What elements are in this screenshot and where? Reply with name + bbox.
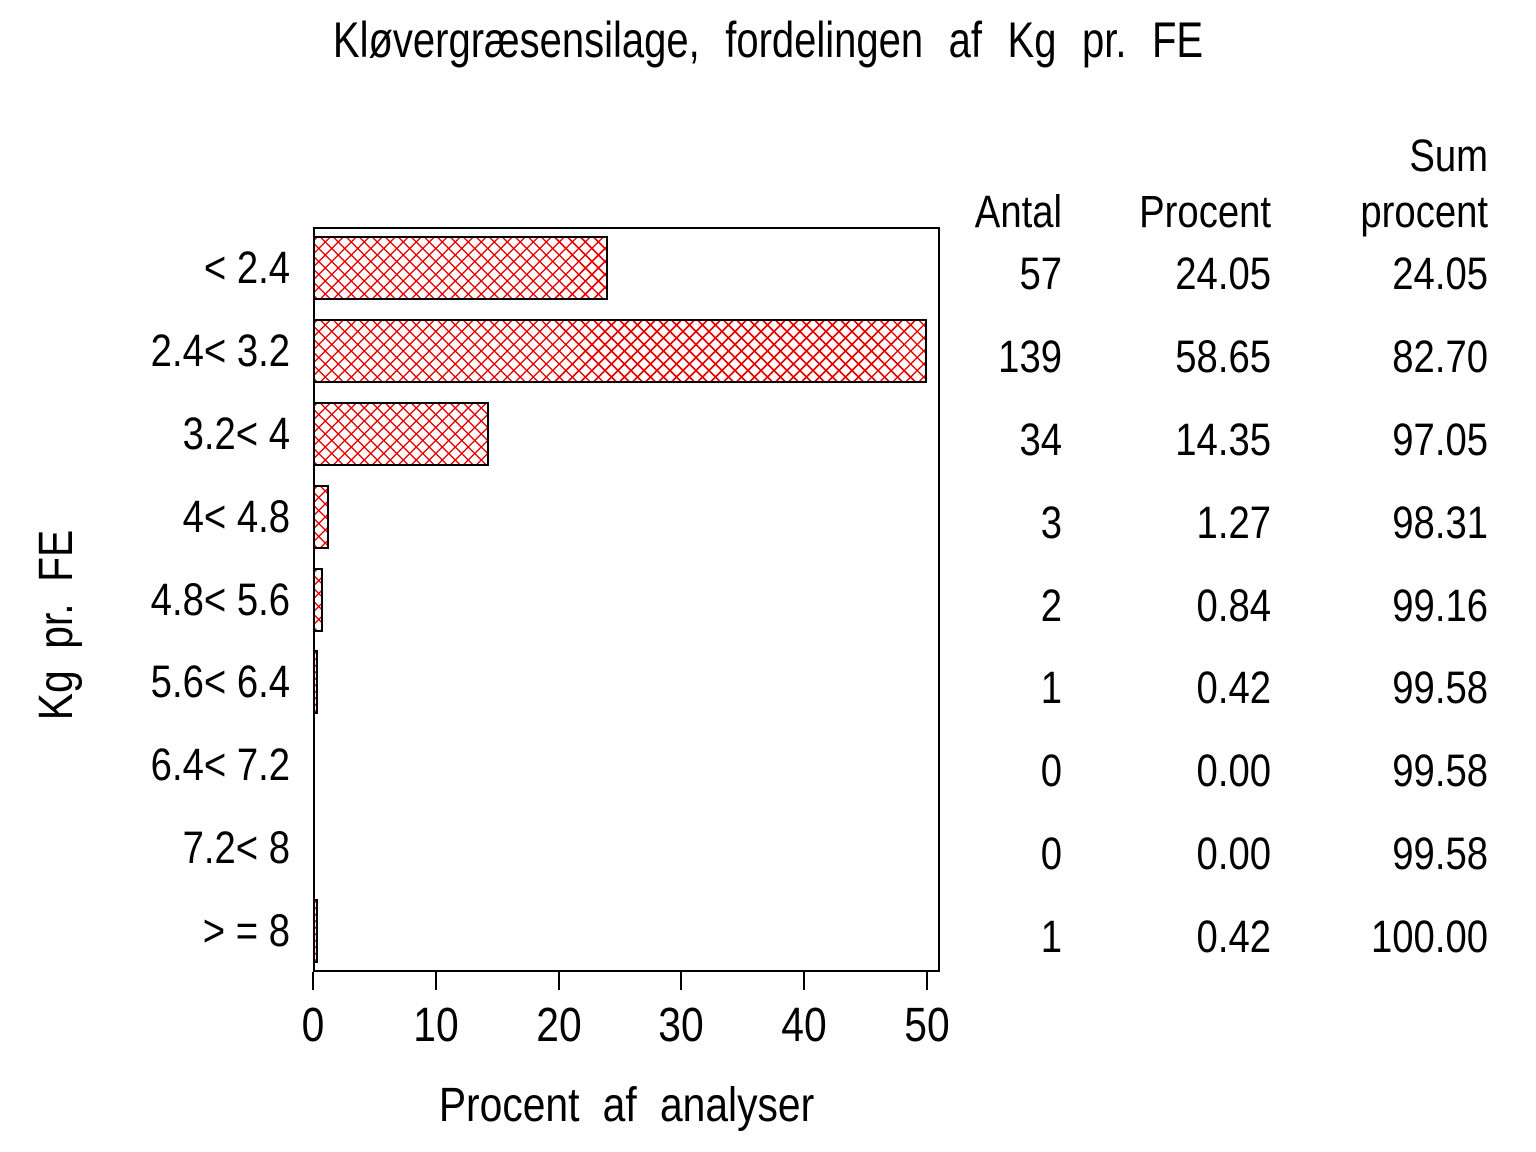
category-label-2: 2.4< 3.2 bbox=[150, 325, 290, 376]
table-cell-sum-row3: 97.05 bbox=[1392, 414, 1488, 465]
category-label-5: 4.8< 5.6 bbox=[150, 574, 290, 625]
bar-2 bbox=[313, 319, 927, 383]
category-label-8: 7.2< 8 bbox=[182, 822, 290, 873]
x-tick-mark-10 bbox=[435, 972, 437, 990]
category-label-6: 5.6< 6.4 bbox=[150, 656, 290, 707]
table-header-procent: Procent bbox=[1139, 186, 1271, 237]
x-tick-mark-20 bbox=[558, 972, 560, 990]
table-cell-procent-row8: 0.00 bbox=[1196, 828, 1271, 879]
bar-5 bbox=[313, 568, 323, 632]
table-cell-sum-row9: 100.00 bbox=[1371, 911, 1488, 962]
category-label-9: > = 8 bbox=[202, 905, 290, 956]
category-label-4: 4< 4.8 bbox=[182, 491, 290, 542]
table-cell-procent-row1: 24.05 bbox=[1175, 248, 1271, 299]
chart-title: Kløvergræsensilage, fordelingen af Kg pr… bbox=[332, 12, 1204, 68]
bar-6 bbox=[313, 650, 318, 714]
table-cell-antal-row3: 34 bbox=[1019, 414, 1062, 465]
category-label-3: 3.2< 4 bbox=[182, 408, 290, 459]
category-label-7: 6.4< 7.2 bbox=[150, 739, 290, 790]
x-tick-label-40: 40 bbox=[781, 999, 827, 1052]
table-cell-antal-row8: 0 bbox=[1040, 828, 1062, 879]
table-cell-procent-row2: 58.65 bbox=[1175, 331, 1271, 382]
table-cell-sum-row1: 24.05 bbox=[1392, 248, 1488, 299]
bar-3 bbox=[313, 402, 489, 466]
x-tick-mark-50 bbox=[926, 972, 928, 990]
table-cell-procent-row7: 0.00 bbox=[1196, 745, 1271, 796]
table-cell-sum-row8: 99.58 bbox=[1392, 828, 1488, 879]
table-cell-antal-row7: 0 bbox=[1040, 745, 1062, 796]
category-label-1: < 2.4 bbox=[203, 242, 290, 293]
bar-9 bbox=[313, 899, 318, 963]
table-cell-antal-row5: 2 bbox=[1040, 580, 1062, 631]
table-header-antal: Antal bbox=[974, 186, 1062, 237]
table-cell-sum-row5: 99.16 bbox=[1392, 580, 1488, 631]
table-header-sum-line2: procent bbox=[1360, 186, 1488, 237]
table-cell-procent-row3: 14.35 bbox=[1175, 414, 1271, 465]
table-cell-antal-row1: 57 bbox=[1019, 248, 1062, 299]
table-cell-procent-row5: 0.84 bbox=[1196, 580, 1271, 631]
table-cell-antal-row9: 1 bbox=[1040, 911, 1062, 962]
table-cell-sum-row2: 82.70 bbox=[1392, 331, 1488, 382]
bar-1 bbox=[313, 236, 608, 300]
table-header-sum-line1: Sum bbox=[1409, 130, 1488, 181]
x-tick-label-10: 10 bbox=[413, 999, 459, 1052]
table-cell-sum-row7: 99.58 bbox=[1392, 745, 1488, 796]
bar-4 bbox=[313, 485, 329, 549]
x-tick-label-50: 50 bbox=[904, 999, 950, 1052]
table-cell-procent-row4: 1.27 bbox=[1196, 497, 1271, 548]
table-cell-antal-row6: 1 bbox=[1040, 662, 1062, 713]
x-tick-mark-40 bbox=[803, 972, 805, 990]
table-cell-antal-row4: 3 bbox=[1040, 497, 1062, 548]
x-tick-label-20: 20 bbox=[536, 999, 582, 1052]
table-cell-sum-row6: 99.58 bbox=[1392, 662, 1488, 713]
table-cell-antal-row2: 139 bbox=[998, 331, 1062, 382]
x-tick-label-30: 30 bbox=[658, 999, 704, 1052]
x-axis-title: Procent af analyser bbox=[438, 1079, 815, 1132]
x-tick-label-0: 0 bbox=[301, 999, 325, 1052]
x-tick-mark-0 bbox=[312, 972, 314, 990]
table-cell-procent-row9: 0.42 bbox=[1196, 911, 1271, 962]
x-tick-mark-30 bbox=[680, 972, 682, 990]
table-cell-sum-row4: 98.31 bbox=[1392, 497, 1488, 548]
y-axis-title: Kg pr. FE bbox=[30, 529, 83, 721]
table-cell-procent-row6: 0.42 bbox=[1196, 662, 1271, 713]
